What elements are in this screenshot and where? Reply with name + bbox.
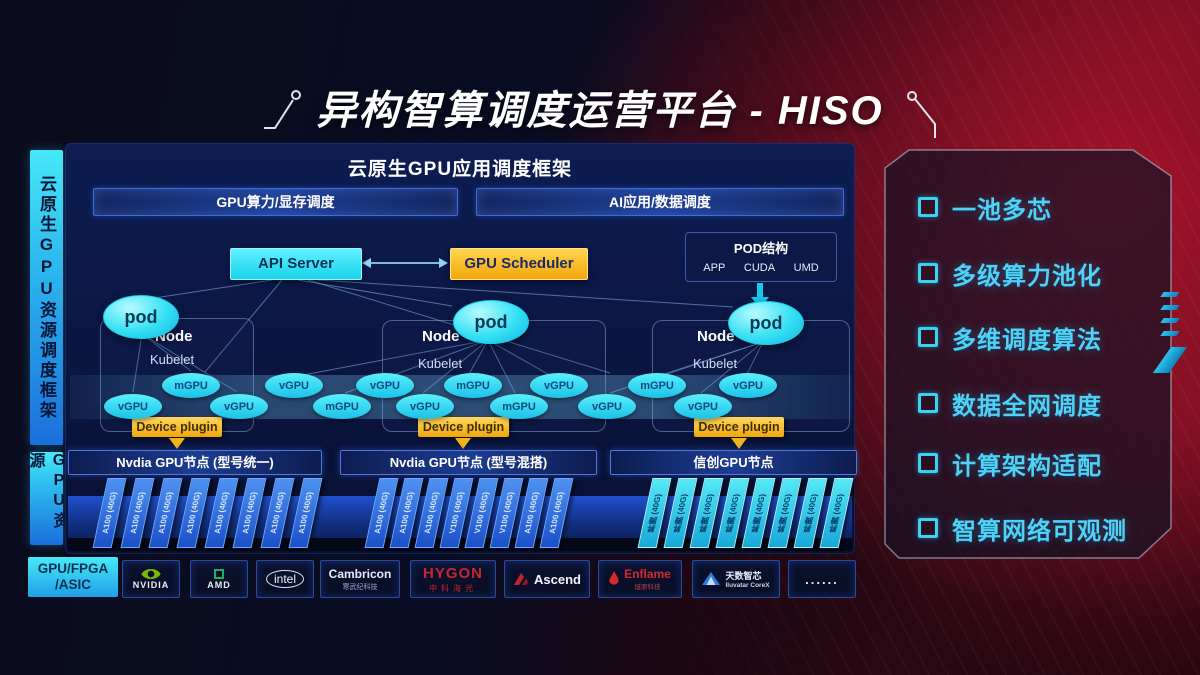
square-bullet-icon [918,453,938,473]
circuit-node-left-icon [264,90,301,129]
gpu-unit-ellipse: vGPU [356,373,414,398]
down-arrow-icon [731,438,747,449]
bar-ai-app-data-scheduling: AI应用/数据调度 [476,188,844,216]
framework-header: 云原生GPU应用调度框架 [347,159,573,180]
feature-label: 数据全网调度 [952,392,1102,420]
gpu-unit-ellipse: vGPU [104,394,162,419]
gpu-unit-ellipse: vGPU [719,373,777,398]
feature-panel-frame [884,149,1172,559]
square-bullet-icon [918,518,938,538]
intel-oval-icon: intel [265,570,304,588]
feature-item: 数据全网调度 [918,388,1102,420]
hardware-label-line1: GPU/FPGA [37,561,109,576]
vendor-tile-nvidia: NVIDIA [122,560,180,598]
device-plugin-3: Device plugin [694,417,784,437]
feature-label: 多级算力池化 [952,262,1102,290]
gpu-node-bar-uniform: Nvdia GPU节点 (型号统一) [68,450,322,475]
vendor-tile-enflame: Enflame 燧原科技 [598,560,682,598]
pod-struct-item-app: APP [703,262,726,274]
api-server-box: API Server [230,248,362,280]
ascend-triangle-icon [514,573,529,585]
feature-label: 一池多芯 [952,196,1052,224]
feature-label: 计算架构适配 [952,452,1102,480]
feature-label: 智算网络可观测 [952,517,1127,545]
feature-item: 智算网络可观测 [918,513,1127,545]
gpu-unit-ellipse: vGPU [530,373,588,398]
feature-item: 多级算力池化 [918,258,1102,290]
feature-label: 多维调度算法 [952,326,1102,354]
gpu-scheduler-box: GPU Scheduler [450,248,588,280]
node-label-2: Node [422,328,460,345]
circuit-node-right-icon [907,91,936,138]
gpu-node-bar-mixed: Nvdia GPU节点 (型号混搭) [340,450,597,475]
vendor-tile-iluvatar: 天数智芯 Iluvatar CoreX [692,560,780,598]
nvidia-eye-icon [141,569,161,579]
pod-ellipse-2: pod [453,300,529,344]
pod-ellipse-1: pod [103,295,179,339]
square-bullet-icon [918,197,938,217]
kubelet-label-3: Kubelet [693,356,738,371]
section-label-gpu-resources: GPU资源 [27,452,68,545]
square-bullet-icon [918,393,938,413]
enflame-flame-icon [609,571,619,585]
pod-ellipse-3: pod [728,301,804,345]
gpu-unit-ellipse: mGPU [628,373,686,398]
gpu-unit-ellipse: vGPU [265,373,323,398]
pod-struct-title: POD结构 [733,241,789,256]
gpu-unit-ellipse: mGPU [162,373,220,398]
gpu-unit-ellipse: mGPU [444,373,502,398]
vendor-tile-intel: intel [256,560,314,598]
gpu-unit-ellipse: vGPU [396,394,454,419]
feature-item: 计算架构适配 [918,448,1102,480]
api-scheduler-double-arrow [362,258,448,268]
vendor-tile-amd: AMD [190,560,248,598]
kubelet-label-2: Kubelet [418,356,463,371]
pod-struct-item-cuda: CUDA [743,262,776,274]
down-arrow-icon [455,438,471,449]
vendor-tile-hygon: HYGON 中科海光 [410,560,496,598]
gpu-node-bar-xinchuang: 信创GPU节点 [610,450,857,475]
vendor-tile-more: ...... [788,560,856,598]
section-label-cloud-native-gpu-framework: 云原生GPU资源调度框架 [30,150,63,445]
kubelet-label-1: Kubelet [150,352,195,367]
feature-item: 多维调度算法 [918,322,1102,354]
gpu-unit-ellipse: vGPU [674,394,732,419]
feature-item: 一池多芯 [918,192,1052,224]
pod-struct-box: POD结构 APP CUDA UMD [685,232,837,282]
down-arrow-icon [169,438,185,449]
device-plugin-2: Device plugin [418,417,509,437]
hardware-type-box: GPU/FPGA /ASIC [28,557,118,597]
vendor-tile-ascend: Ascend [504,560,590,598]
pod-struct-item-umd: UMD [793,262,819,274]
vendor-tile-cambricon: Cambricon 寒武纪科技 [320,560,400,598]
page-title: 异构智算调度运营平台 - HISO [316,89,884,133]
gpu-unit-ellipse: mGPU [313,394,371,419]
bar-gpu-compute-scheduling: GPU算力/显存调度 [93,188,458,216]
gpu-unit-ellipse: vGPU [578,394,636,419]
square-bullet-icon [918,327,938,347]
device-plugin-1: Device plugin [132,417,222,437]
square-bullet-icon [918,263,938,283]
amd-square-icon [214,569,224,579]
gpu-unit-ellipse: vGPU [210,394,268,419]
hardware-label-line2: /ASIC [54,577,91,592]
gpu-unit-ellipse: mGPU [490,394,548,419]
node-label-3: Node [697,328,735,345]
iluvatar-triangle-icon [702,572,721,585]
